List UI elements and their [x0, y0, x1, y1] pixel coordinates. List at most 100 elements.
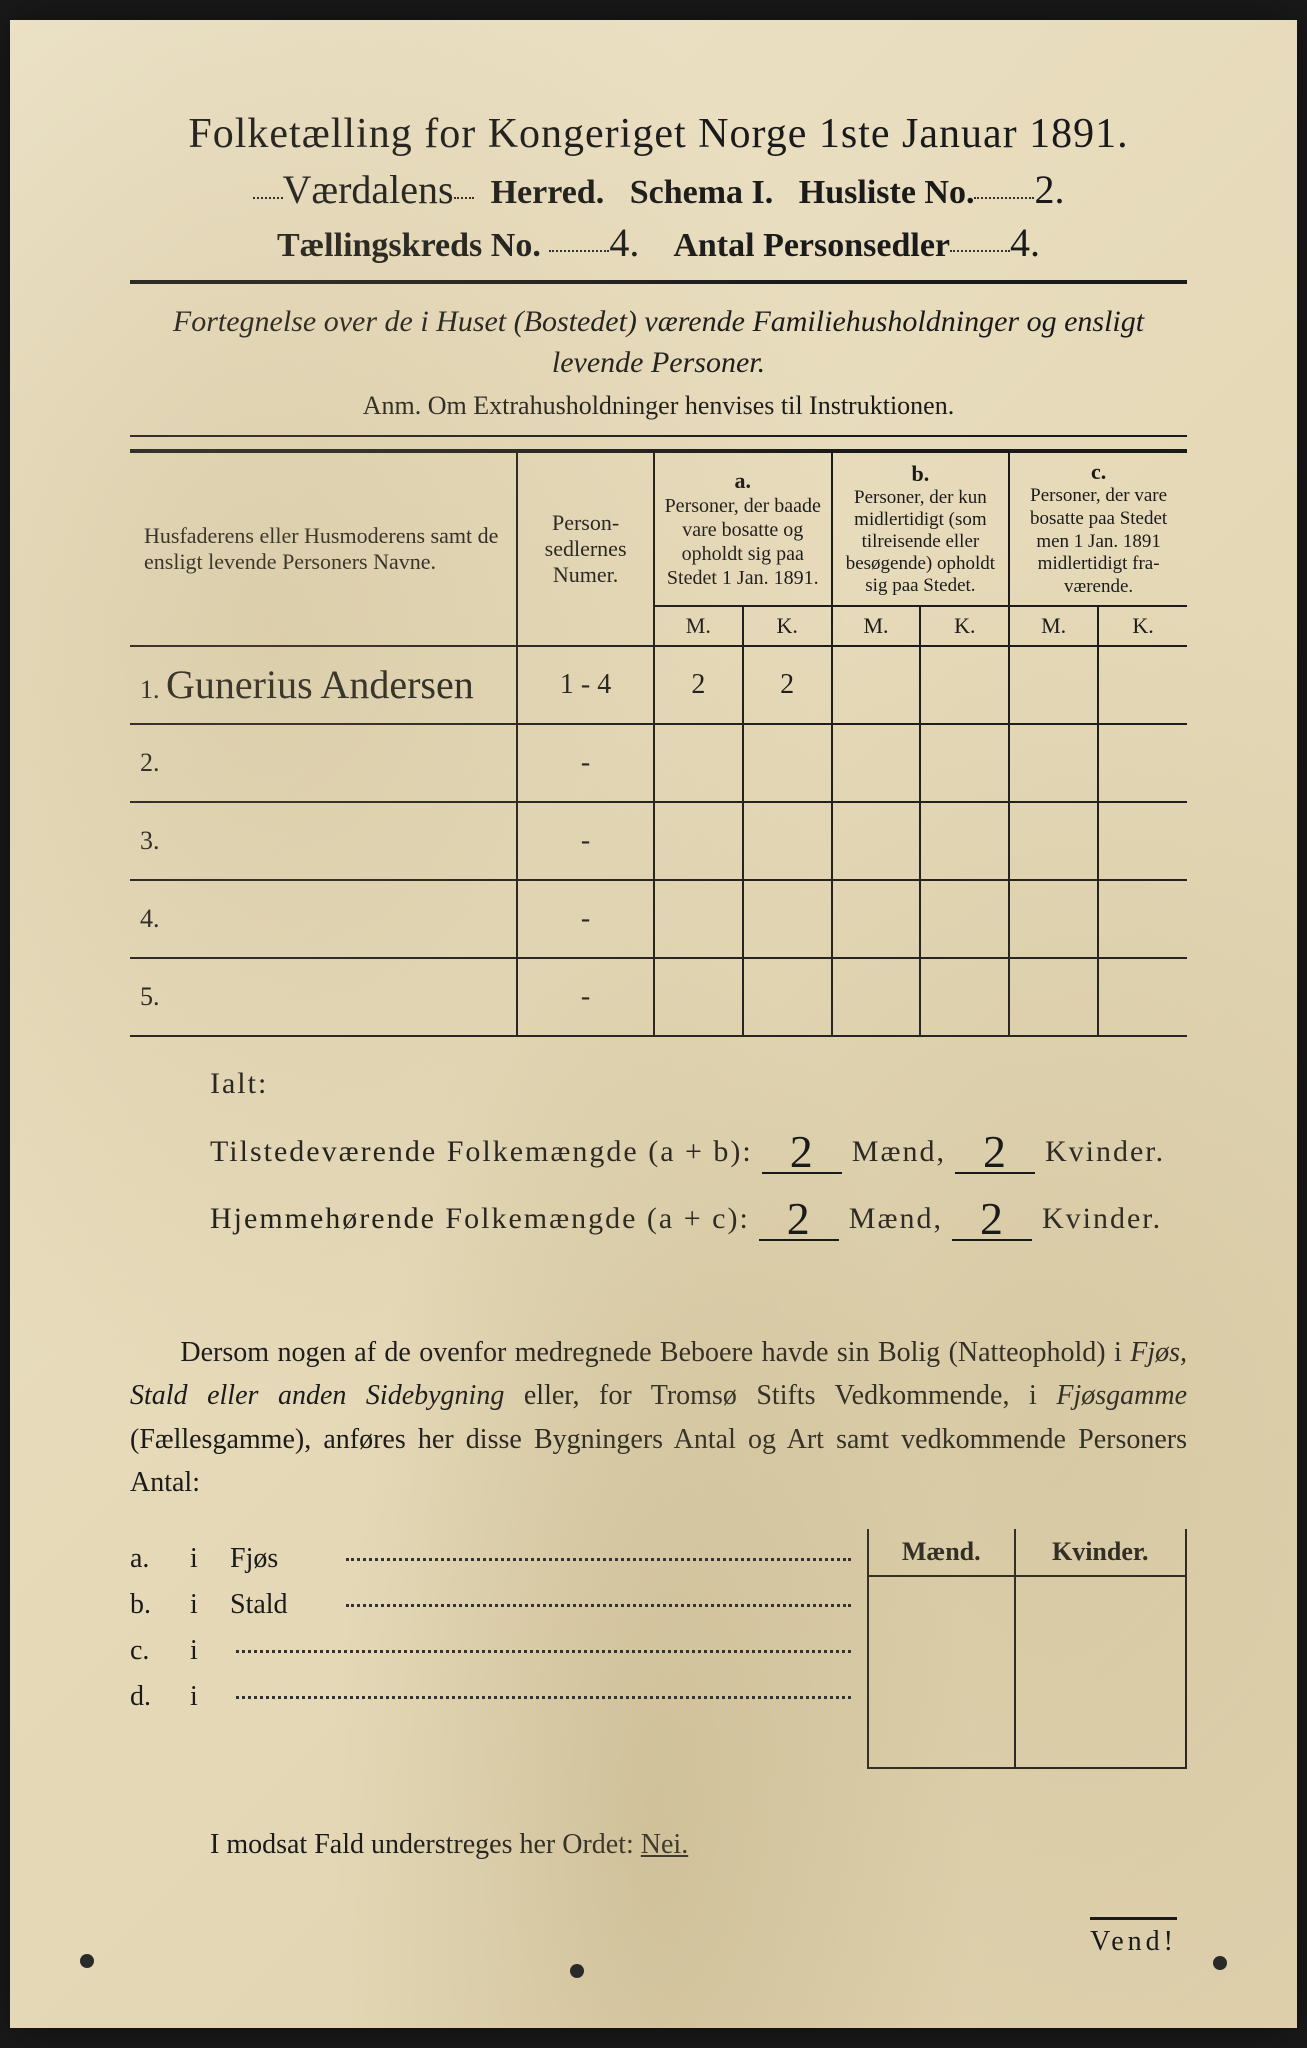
- ialt-l2-k: 2: [980, 1192, 1005, 1245]
- taellingskreds-label: Tællingskreds No.: [277, 227, 541, 264]
- table-row: 5. -: [130, 958, 1187, 1036]
- th-b: b. Personer, der kun midler­tidigt (som …: [832, 451, 1010, 606]
- dots-fill: [346, 1604, 851, 1607]
- row-a-m: [654, 724, 743, 802]
- ialt-l1-m: 2: [790, 1125, 815, 1178]
- mk-cell: [1015, 1576, 1186, 1624]
- bygning-list: a. i Fjøs b. i Stald c. i d. i: [130, 1529, 867, 1727]
- schema-label: Schema I.: [630, 174, 774, 211]
- th-name-text: Husfaderens eller Husmoderens samt de en…: [144, 523, 498, 574]
- bygning-i: i: [190, 1681, 230, 1713]
- row-a-m: 2: [654, 646, 743, 724]
- row-c-k: [1098, 880, 1187, 958]
- row-sedler: 1 - 4: [517, 646, 654, 724]
- row-b-m: [832, 958, 921, 1036]
- ialt-line2-label: Hjemmehørende Folkemængde (a + c):: [210, 1202, 750, 1235]
- fortegnelse-text: Fortegnelse over de i Huset (Bostedet) v…: [130, 302, 1187, 383]
- bygning-row: d. i: [130, 1681, 857, 1713]
- dersom-t1: Dersom nogen af de ovenfor medregnede Be…: [180, 1337, 1130, 1368]
- ialt-line1-label: Tilstedeværende Folkemængde (a + b):: [210, 1135, 753, 1168]
- row-sedler: -: [517, 958, 654, 1036]
- bygning-label: b.: [130, 1589, 190, 1621]
- th-a-label: a.: [735, 468, 752, 493]
- row-b-k: [920, 646, 1009, 724]
- hole-punch-icon: [1213, 1956, 1227, 1970]
- ialt-l1-k: 2: [983, 1125, 1008, 1178]
- th-a-m: M.: [654, 606, 743, 646]
- row-c-m: [1009, 646, 1098, 724]
- th-c-k: K.: [1098, 606, 1187, 646]
- row-sedler: -: [517, 802, 654, 880]
- row-c-m: [1009, 958, 1098, 1036]
- bygning-i: i: [190, 1589, 230, 1621]
- row-num: 5.: [140, 982, 160, 1011]
- table-row: 2. -: [130, 724, 1187, 802]
- row-b-m: [832, 724, 921, 802]
- bygning-kind: Stald: [230, 1589, 340, 1621]
- ialt-title: Ialt:: [210, 1067, 1187, 1101]
- herred-handwritten: Værdalens: [283, 166, 454, 213]
- row-a-k: [743, 958, 832, 1036]
- row-b-k: [920, 958, 1009, 1036]
- row-sedler: -: [517, 724, 654, 802]
- row-num: 1.: [140, 675, 160, 704]
- dersom-i2: Fjøsgamme: [1056, 1380, 1187, 1411]
- th-a-text: Personer, der baade vare bo­satte og oph…: [663, 494, 823, 590]
- divider-thin: [130, 435, 1187, 437]
- ialt-line-1: Tilstedeværende Folkemængde (a + b): 2 M…: [210, 1119, 1187, 1174]
- hole-punch-icon: [570, 1964, 584, 1978]
- bygning-i: i: [190, 1635, 230, 1667]
- bygning-row: a. i Fjøs: [130, 1543, 857, 1575]
- row-a-k: 2: [743, 646, 832, 724]
- antal-label: Antal Personsedler: [673, 227, 950, 264]
- dots-fill: [236, 1650, 851, 1653]
- row-name-hand: Gunerius Andersen: [166, 661, 474, 708]
- row-num: 3.: [140, 826, 160, 855]
- row-a-m: [654, 958, 743, 1036]
- th-b-text: Personer, der kun midler­tidigt (som til…: [841, 487, 1001, 596]
- vend-label: Vend!: [1090, 1917, 1177, 1958]
- row-num: 4.: [140, 904, 160, 933]
- maend-label: Mænd,: [849, 1202, 943, 1235]
- row-c-m: [1009, 880, 1098, 958]
- th-b-label: b.: [912, 461, 930, 486]
- kvinder-label: Kvinder.: [1045, 1135, 1165, 1168]
- th-c-text: Personer, der vare bosatte paa Stedet me…: [1018, 485, 1179, 599]
- husliste-no-hand: 2.: [1034, 166, 1064, 213]
- bygning-label: d.: [130, 1681, 190, 1713]
- hole-punch-icon: [80, 1954, 94, 1968]
- bygning-row: b. i Stald: [130, 1589, 857, 1621]
- ialt-block: Ialt: Tilstedeværende Folkemængde (a + b…: [130, 1067, 1187, 1241]
- modsat-line: I modsat Fald understreges her Ordet: Ne…: [130, 1829, 1187, 1861]
- antal-hand: 4.: [1010, 219, 1040, 266]
- table-row: 4. -: [130, 880, 1187, 958]
- page-title: Folketælling for Kongeriget Norge 1ste J…: [130, 110, 1187, 158]
- bygning-block: a. i Fjøs b. i Stald c. i d. i: [130, 1529, 1187, 1769]
- th-c-label: c.: [1091, 459, 1106, 484]
- husliste-label: Husliste No.: [799, 174, 975, 211]
- mk-cell: [868, 1720, 1015, 1768]
- mk-cell: [1015, 1624, 1186, 1672]
- row-a-k: [743, 802, 832, 880]
- mk-header-m: Mænd.: [868, 1529, 1015, 1576]
- row-c-k: [1098, 802, 1187, 880]
- table-row: 3. -: [130, 802, 1187, 880]
- th-a: a. Personer, der baade vare bo­satte og …: [654, 451, 832, 606]
- dots-fill: [236, 1696, 851, 1699]
- th-num: Person­sedler­nes Numer.: [517, 451, 654, 646]
- row-b-k: [920, 802, 1009, 880]
- row-c-m: [1009, 724, 1098, 802]
- bygning-kind: Fjøs: [230, 1543, 340, 1575]
- mk-header-k: Kvinder.: [1015, 1529, 1186, 1576]
- mk-cell: [1015, 1672, 1186, 1720]
- anm-text: Anm. Om Extrahusholdninger henvises til …: [130, 391, 1187, 421]
- row-c-k: [1098, 724, 1187, 802]
- bygning-label: c.: [130, 1635, 190, 1667]
- row-b-k: [920, 880, 1009, 958]
- modsat-text: I modsat Fald understreges her Ordet:: [210, 1829, 641, 1860]
- kvinder-label: Kvinder.: [1042, 1202, 1162, 1235]
- maend-label: Mænd,: [852, 1135, 946, 1168]
- census-form-page: Folketælling for Kongeriget Norge 1ste J…: [10, 20, 1297, 2028]
- dots-fill: [346, 1558, 851, 1561]
- row-sedler: -: [517, 880, 654, 958]
